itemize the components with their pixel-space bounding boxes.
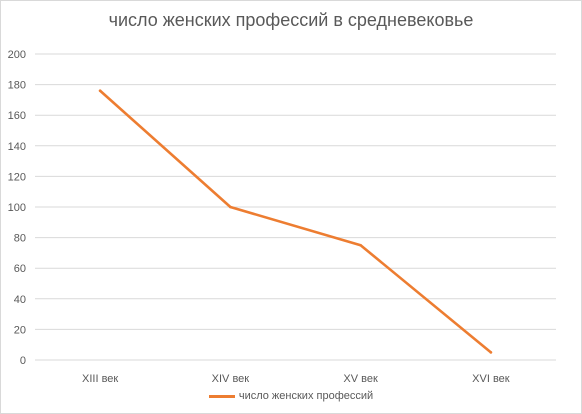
y-tick-label: 80: [14, 233, 26, 245]
data-point: [229, 205, 232, 209]
y-tick-label: 180: [8, 80, 26, 92]
y-tick-label: 140: [8, 141, 26, 153]
x-tick-label: XVI век: [472, 373, 510, 385]
legend-label: число женских профессий: [238, 390, 374, 402]
data-point: [489, 351, 493, 354]
x-tick-label: XIII век: [82, 373, 118, 385]
y-tick-label: 160: [8, 110, 26, 122]
chart-title: число женских профессий в средневековье: [108, 10, 474, 30]
y-tick-label: 60: [14, 263, 26, 275]
x-tick-label: XIV век: [212, 373, 250, 385]
legend-swatch: [208, 394, 235, 398]
y-tick-label: 100: [8, 202, 26, 214]
series-lines: [98, 89, 493, 354]
x-tick-label: XV век: [343, 373, 378, 385]
y-tick-label: 0: [20, 355, 26, 367]
x-axis-ticks: XIII век XIV век XV век XVI век: [82, 373, 510, 385]
y-tick-label: 20: [14, 324, 26, 336]
y-axis-ticks: 0 20 40 60 80 100 120 140 160 180 200: [8, 49, 26, 367]
gridlines: [35, 53, 556, 361]
y-tick-label: 200: [8, 49, 26, 61]
legend: число женских профессий: [1, 390, 581, 402]
y-tick-label: 120: [8, 171, 26, 183]
y-tick-label: 40: [14, 294, 26, 306]
data-point: [98, 89, 102, 93]
series-line: [98, 89, 493, 354]
data-point: [359, 243, 362, 247]
